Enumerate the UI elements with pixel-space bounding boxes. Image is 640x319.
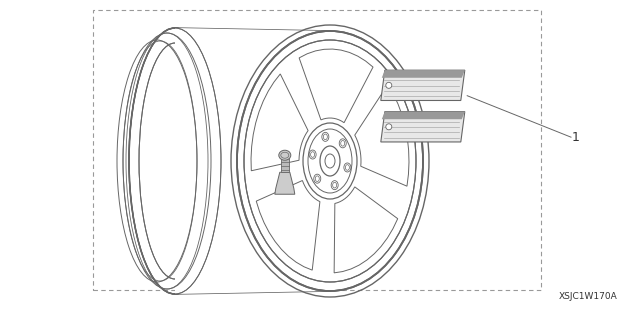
Polygon shape [382, 70, 465, 78]
Polygon shape [175, 28, 330, 294]
Ellipse shape [322, 132, 329, 141]
Polygon shape [275, 172, 295, 194]
Ellipse shape [344, 163, 351, 172]
Bar [93, 10, 541, 290]
Ellipse shape [386, 82, 392, 88]
Polygon shape [256, 181, 320, 270]
Polygon shape [355, 85, 409, 186]
Text: 2: 2 [307, 121, 314, 134]
Ellipse shape [279, 150, 291, 160]
Ellipse shape [303, 123, 357, 199]
Ellipse shape [339, 139, 346, 148]
Ellipse shape [237, 31, 423, 291]
Text: 1: 1 [572, 131, 580, 144]
Polygon shape [381, 70, 465, 100]
Text: XSJC1W170A: XSJC1W170A [559, 293, 618, 301]
Polygon shape [334, 187, 397, 273]
Polygon shape [281, 158, 289, 172]
Ellipse shape [386, 124, 392, 130]
Polygon shape [299, 49, 373, 123]
Polygon shape [251, 74, 308, 171]
Ellipse shape [314, 174, 321, 183]
Ellipse shape [320, 146, 340, 176]
Polygon shape [381, 112, 465, 142]
Ellipse shape [331, 181, 338, 190]
Ellipse shape [309, 150, 316, 159]
Polygon shape [382, 112, 465, 119]
